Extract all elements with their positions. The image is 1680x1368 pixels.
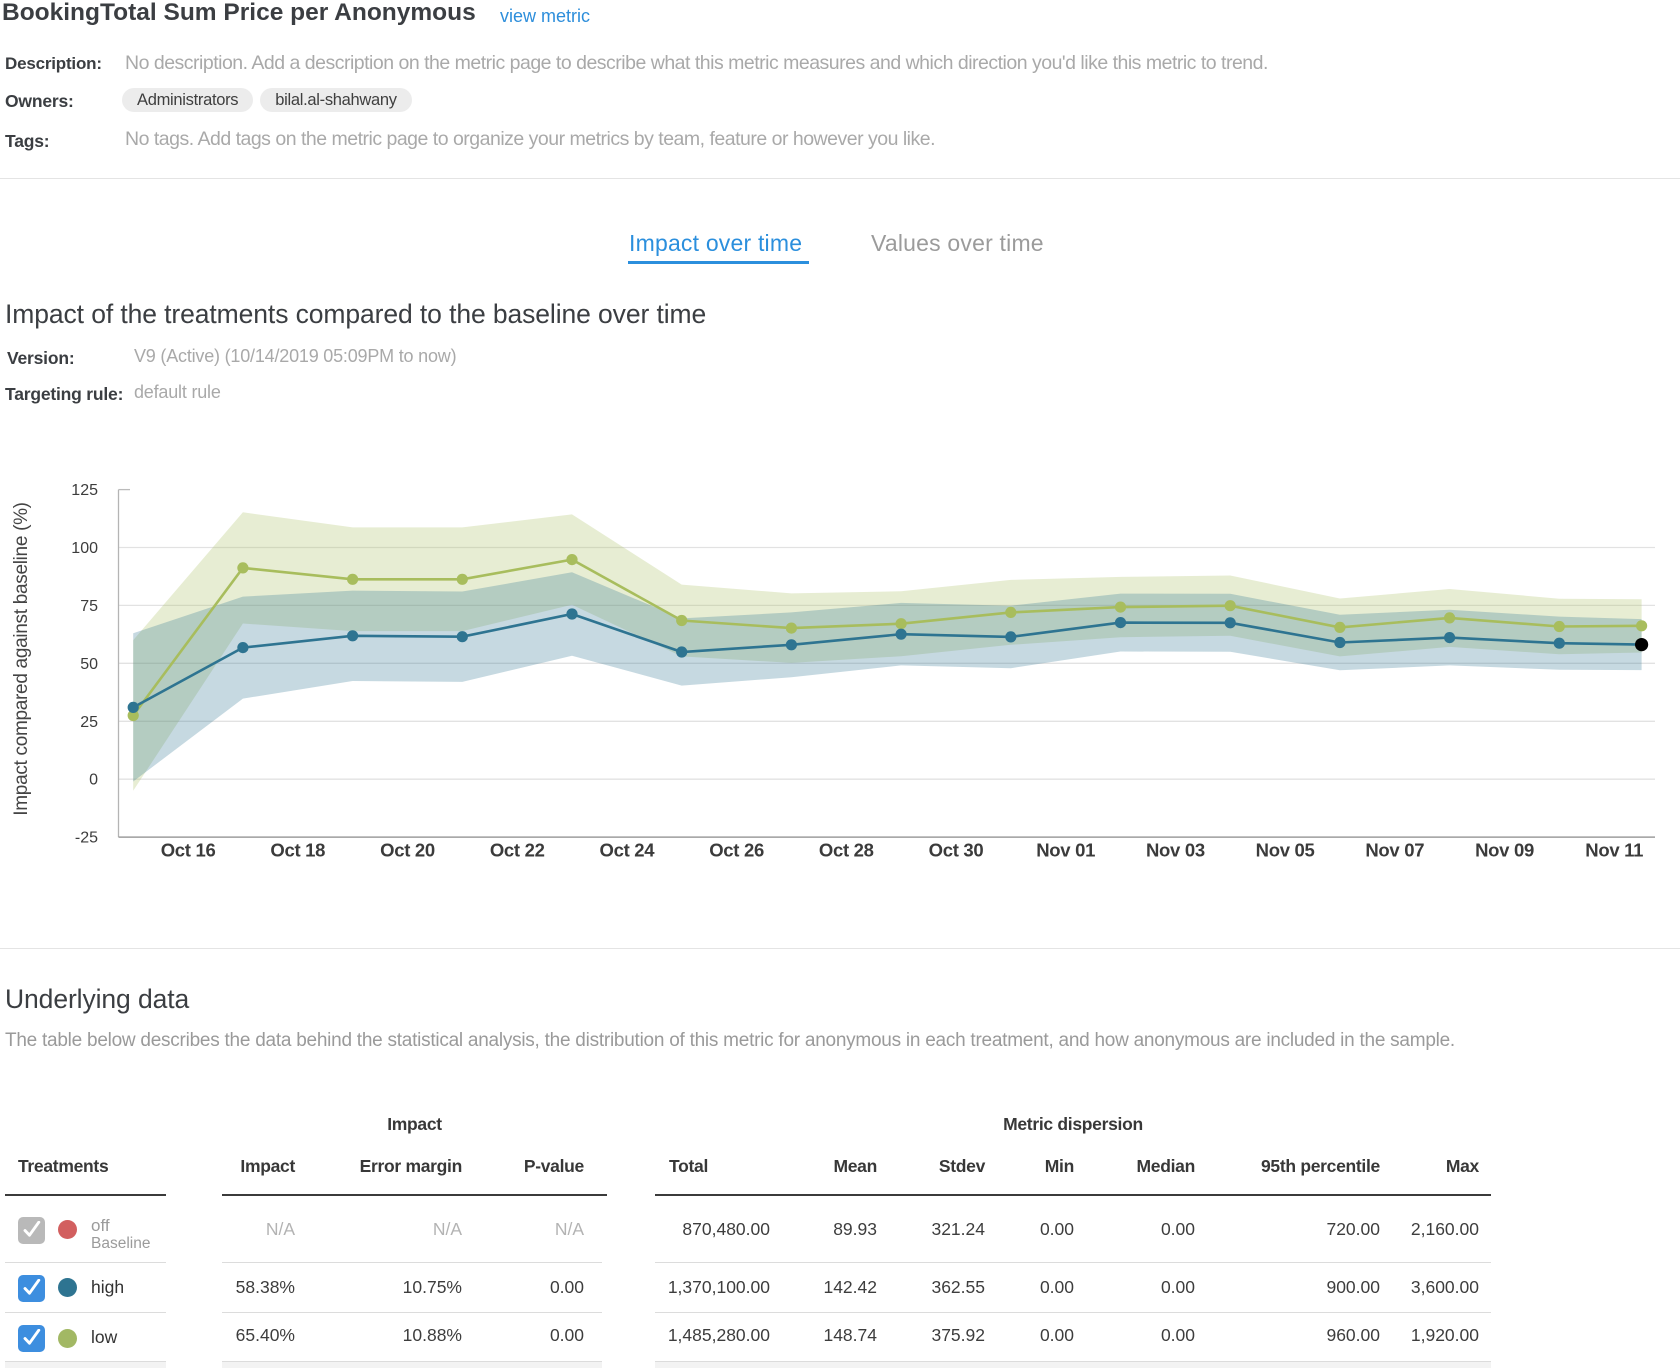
svg-text:Nov 05: Nov 05 (1256, 840, 1315, 861)
svg-text:Oct 16: Oct 16 (161, 840, 216, 861)
svg-text:100: 100 (71, 540, 98, 557)
svg-text:Oct 28: Oct 28 (819, 840, 874, 861)
svg-text:Oct 26: Oct 26 (709, 840, 764, 861)
svg-text:Nov 01: Nov 01 (1036, 840, 1095, 861)
svg-text:Nov 11: Nov 11 (1585, 840, 1643, 861)
svg-text:75: 75 (80, 598, 98, 615)
svg-text:25: 25 (80, 714, 98, 731)
svg-text:Oct 18: Oct 18 (270, 840, 325, 861)
svg-text:50: 50 (80, 656, 98, 673)
svg-text:Oct 22: Oct 22 (490, 840, 545, 861)
svg-text:Impact compared against baseli: Impact compared against baseline (%) (11, 502, 32, 815)
svg-text:Oct 20: Oct 20 (380, 840, 435, 861)
svg-text:Oct 24: Oct 24 (600, 840, 656, 861)
svg-text:Nov 07: Nov 07 (1365, 840, 1424, 861)
svg-text:Oct 30: Oct 30 (929, 840, 984, 861)
svg-text:125: 125 (71, 482, 98, 499)
svg-text:-25: -25 (75, 830, 98, 847)
svg-text:0: 0 (89, 772, 98, 789)
svg-text:Nov 03: Nov 03 (1146, 840, 1205, 861)
svg-text:Nov 09: Nov 09 (1475, 840, 1534, 861)
